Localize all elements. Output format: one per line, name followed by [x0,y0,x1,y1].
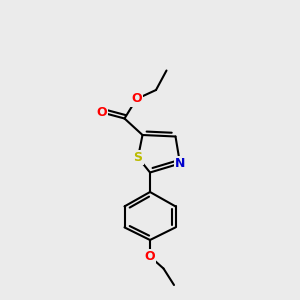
Text: S: S [134,151,142,164]
Text: N: N [175,157,185,170]
Text: O: O [145,250,155,263]
Text: O: O [131,92,142,106]
Text: O: O [97,106,107,119]
